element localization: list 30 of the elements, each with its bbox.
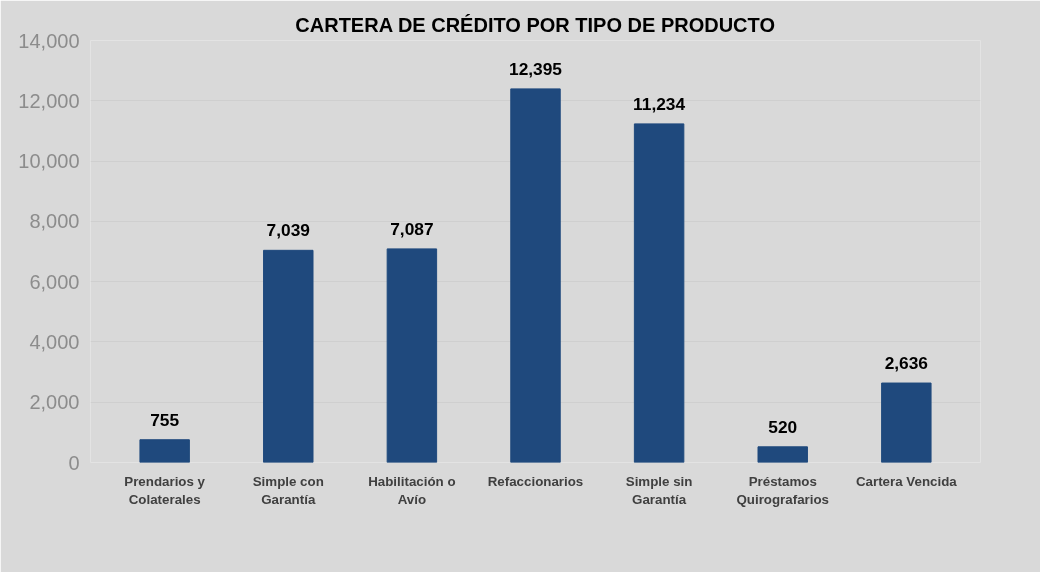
data-label: 7,039 <box>266 220 310 241</box>
x-tick-label: Préstamos Quirografarios <box>736 473 830 507</box>
x-tick-label: Prendarios y Colaterales <box>124 473 206 507</box>
x-tick-label: Simple sin Garantía <box>625 473 693 507</box>
y-tick-label: 0 <box>68 451 80 474</box>
bar <box>139 439 190 463</box>
bar <box>263 249 314 463</box>
data-label: 755 <box>150 409 180 430</box>
y-tick-label: 8,000 <box>29 210 80 233</box>
y-tick-label: 2,000 <box>29 391 80 414</box>
y-tick-label: 14,000 <box>18 29 80 52</box>
data-label: 7,087 <box>390 218 434 239</box>
data-label: 12,395 <box>509 58 563 79</box>
bar <box>881 382 932 463</box>
x-tick-label: Habilitación o Avío <box>368 473 456 507</box>
bar <box>386 248 438 463</box>
data-label: 11,234 <box>633 93 686 114</box>
bar <box>757 446 808 463</box>
y-tick-label: 6,000 <box>29 270 80 293</box>
bar <box>510 88 561 463</box>
y-tick-label: 4,000 <box>29 330 80 353</box>
x-tick-label: Simple con Garantía <box>252 473 324 507</box>
data-label: 520 <box>768 416 798 437</box>
bar <box>633 123 685 463</box>
y-tick-label: 10,000 <box>18 150 80 173</box>
x-tick-label: Cartera Vencida <box>855 473 958 489</box>
x-tick-label: Refaccionarios <box>487 473 584 489</box>
chart-title: CARTERA DE CRÉDITO POR TIPO DE PRODUCTO <box>295 13 775 36</box>
y-tick-label: 12,000 <box>18 89 80 112</box>
data-label: 2,636 <box>884 353 929 374</box>
